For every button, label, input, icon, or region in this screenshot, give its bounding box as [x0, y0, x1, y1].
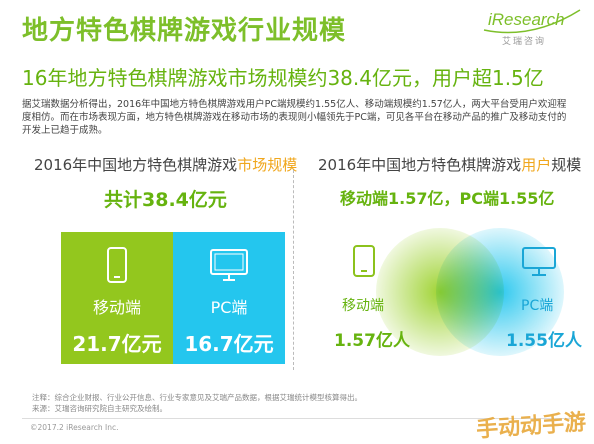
left-panel-title-prefix: 2016年中国地方特色棋牌游戏 [34, 156, 238, 174]
user-split: 移动端1.57亿，PC端1.55亿 [340, 189, 555, 208]
phone-icon [107, 247, 127, 283]
logo-subtext: 艾瑞咨询 [502, 37, 547, 47]
right-panel-title-suffix: 规模 [551, 156, 582, 174]
pc-users-circle [436, 228, 564, 356]
market-total: 共计38.4亿元 [104, 189, 227, 211]
logo-swoosh-icon [483, 9, 581, 34]
pc-users-label: PC端 [521, 298, 554, 314]
mobile-market-box: 移动端 21.7亿元 [61, 232, 173, 364]
mobile-market-label: 移动端 [92, 298, 141, 317]
right-panel-title-highlight: 用户 [521, 156, 552, 174]
pc-users-value: 1.55亿人 [506, 331, 582, 351]
footer-divider [22, 418, 572, 419]
left-panel-title: 2016年中国地方特色棋牌游戏市场规模 [34, 154, 297, 175]
pc-market-box: PC端 16.7亿元 [173, 232, 285, 364]
mobile-phone-icon [353, 245, 375, 277]
right-panel-title: 2016年中国地方特色棋牌游戏用户规模 [318, 154, 581, 175]
description-paragraph: 据艾瑞数据分析得出，2016年中国地方特色棋牌游戏用户PC端规模约1.55亿人、… [22, 99, 567, 136]
mobile-users-value: 1.57亿人 [334, 331, 410, 351]
user-venn-diagram [376, 228, 564, 356]
pc-market-label: PC端 [210, 298, 248, 317]
watermark: 手动动手游 [475, 410, 587, 443]
notes-line-2: 来源：艾瑞咨询研究院自主研究及绘制。 [32, 404, 167, 413]
page-title: 地方特色棋牌游戏行业规模 [22, 16, 347, 46]
monitor-icon [210, 249, 248, 281]
page-subtitle: 16年地方特色棋牌游戏市场规模约38.4亿元，用户超1.5亿 [22, 66, 544, 90]
notes-line-1: 注释：综合企业财报、行业公开信息、行业专家意见及艾瑞产品数据，根据艾瑞统计模型核… [32, 393, 362, 402]
pc-market-value: 16.7亿元 [184, 332, 274, 356]
copyright: ©2017.2 iResearch Inc. [30, 423, 119, 432]
iresearch-logo: iResearch 艾瑞咨询 [482, 6, 582, 52]
right-panel-title-prefix: 2016年中国地方特色棋牌游戏 [318, 156, 522, 174]
mobile-market-value: 21.7亿元 [72, 332, 162, 356]
notes: 注释：综合企业财报、行业公开信息、行业专家意见及艾瑞产品数据，根据艾瑞统计模型核… [32, 392, 362, 414]
pc-monitor-icon [522, 247, 556, 276]
left-panel-title-highlight: 市场规模 [237, 156, 298, 174]
panel-divider [293, 170, 295, 370]
mobile-users-label: 移动端 [342, 298, 384, 314]
logo-wordmark: iResearch [488, 10, 565, 29]
